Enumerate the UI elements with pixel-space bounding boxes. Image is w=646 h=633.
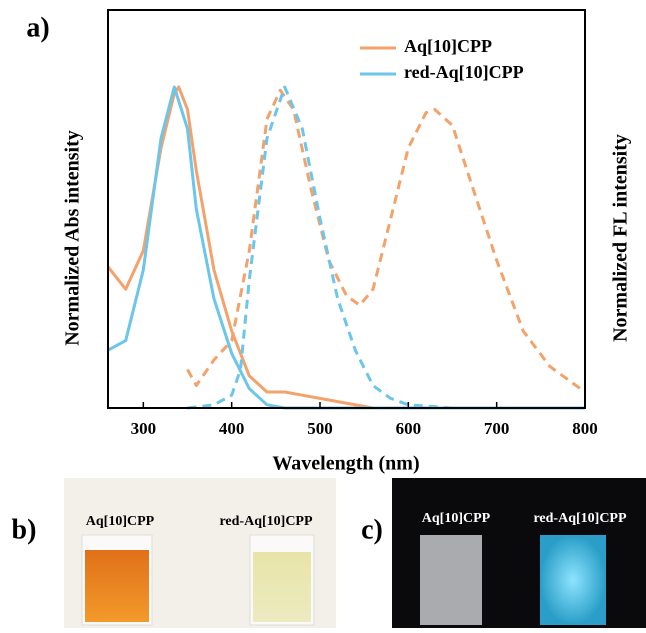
panel-label: c) [361, 514, 383, 545]
sample-label: Aq[10]CPP [86, 514, 155, 529]
x-tick-label: 800 [572, 419, 598, 438]
series-line [186, 88, 586, 394]
x-tick-label: 400 [219, 419, 245, 438]
y2-axis-label: Normalized FL intensity [610, 134, 632, 342]
panel-label: b) [12, 514, 37, 545]
y-axis-label: Normalized Abs intensity [62, 130, 84, 346]
plot-area [106, 85, 586, 410]
legend-label: red-Aq[10]CPP [404, 62, 524, 82]
series-line [107, 85, 585, 410]
x-tick-label: 700 [484, 419, 510, 438]
sample-label: red-Aq[10]CPP [533, 511, 627, 526]
sample-label: red-Aq[10]CPP [219, 514, 313, 529]
x-tick-label: 600 [396, 419, 422, 438]
panel-label: a) [26, 12, 49, 43]
cuvette [540, 535, 606, 625]
x-tick-label: 300 [131, 419, 157, 438]
solution [85, 550, 149, 622]
plot-frame [107, 9, 586, 409]
series-line [187, 85, 585, 410]
solution [253, 552, 311, 622]
x-tick-label: 500 [307, 419, 333, 438]
x-axis-label: Wavelength (nm) [272, 453, 419, 475]
legend-label: Aq[10]CPP [404, 36, 492, 56]
sample-label: Aq[10]CPP [422, 511, 491, 526]
series-line [106, 85, 585, 410]
cuvette [420, 535, 482, 625]
